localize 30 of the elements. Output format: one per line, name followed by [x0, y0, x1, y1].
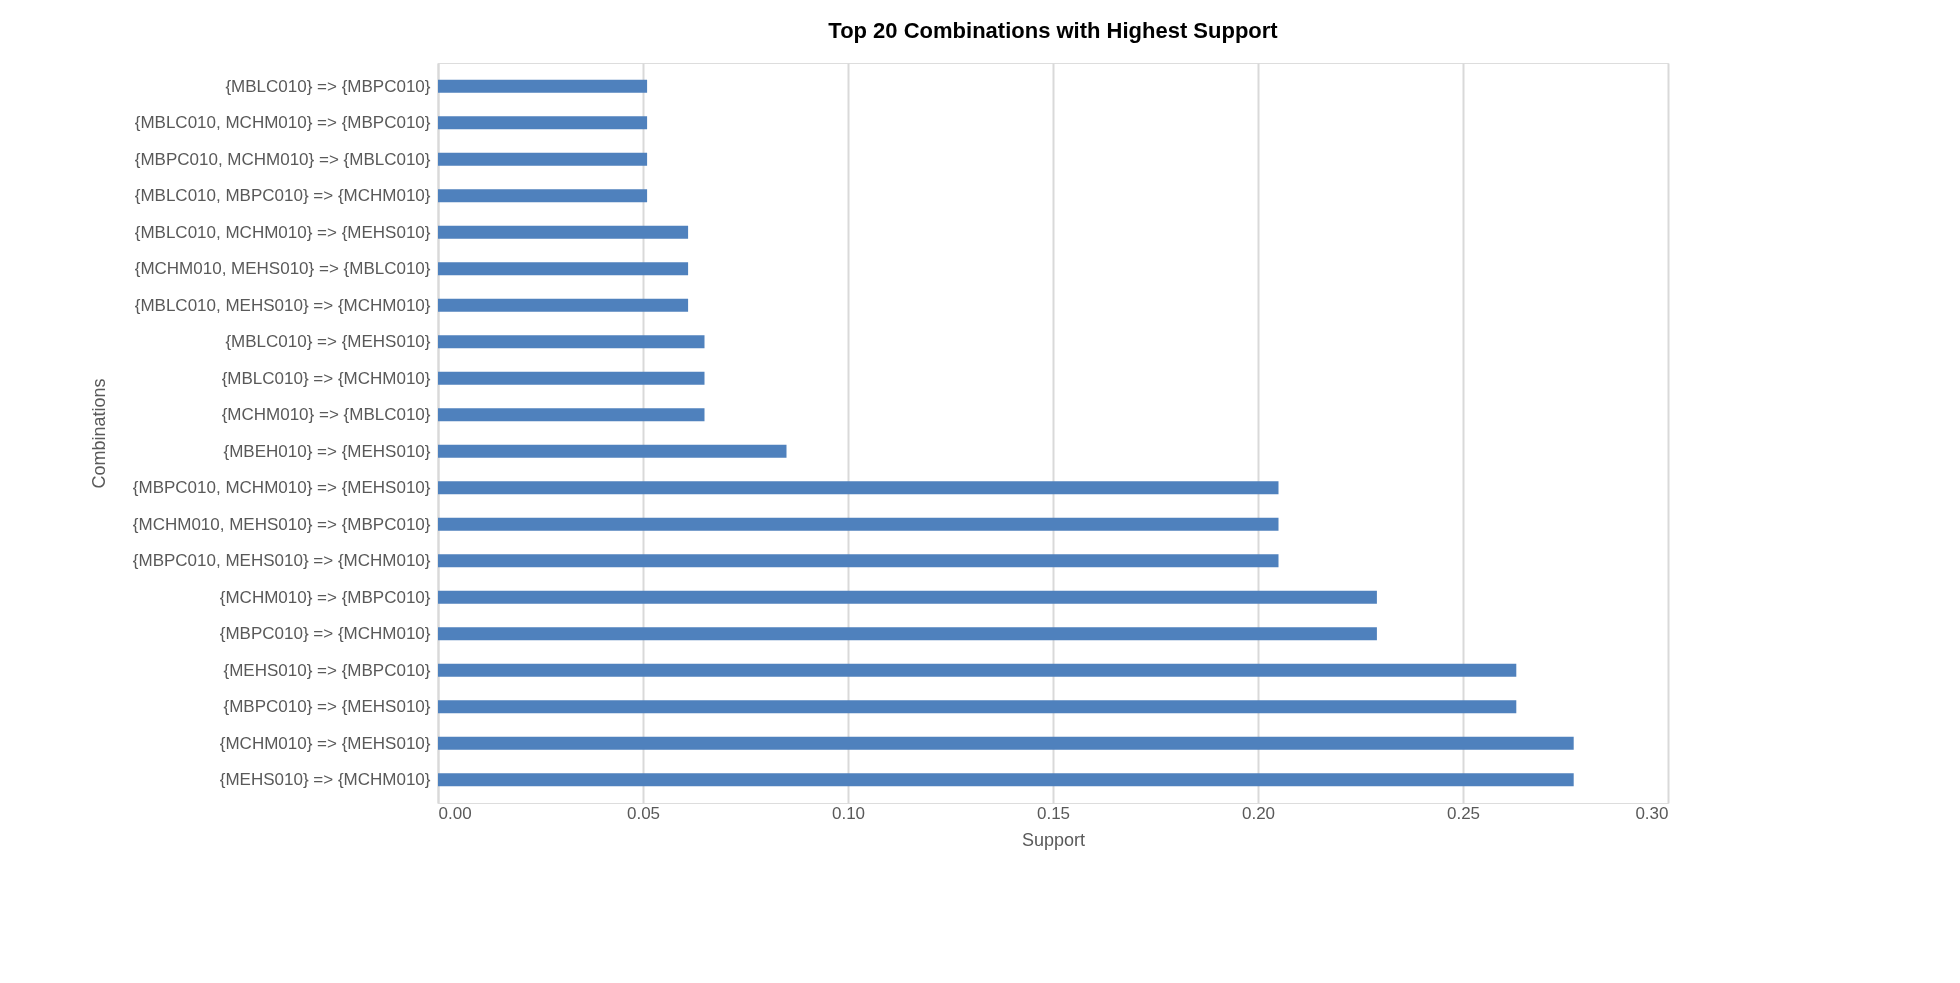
y-tick-label: {MBPC010} => {MEHS010} — [223, 697, 431, 717]
y-tick-label: {MBPC010, MCHM010} => {MEHS010} — [132, 478, 431, 498]
x-axis-title: Support — [1021, 829, 1086, 850]
x-tick-label: 0.25 — [1446, 803, 1481, 823]
y-tick-label: {MBPC010, MCHM010} => {MBLC010} — [134, 149, 431, 169]
x-tick-label: 0.30 — [1635, 803, 1669, 823]
y-tick-label: {MBPC010} => {MCHM010} — [219, 624, 431, 644]
y-tick-label: {MCHM010, MEHS010} => {MBLC010} — [134, 259, 431, 279]
x-tick-label: 0.05 — [626, 803, 661, 823]
y-tick-label: {MCHM010, MEHS010} => {MBPC010} — [132, 514, 431, 534]
x-tick-label: 0.00 — [438, 803, 472, 823]
y-tick-label: {MBLC010} => {MCHM010} — [221, 368, 431, 388]
y-tick-label: {MBLC010, MEHS010} => {MCHM010} — [134, 295, 431, 315]
y-tick-label: {MCHM010} => {MEHS010} — [219, 733, 431, 753]
y-tick-label: {MBLC010} => {MBPC010} — [225, 76, 431, 96]
y-tick-label: {MBLC010} => {MEHS010} — [225, 332, 431, 352]
y-tick-label: {MBPC010, MEHS010} => {MCHM010} — [132, 551, 431, 571]
y-tick-label: {MEHS010} => {MBPC010} — [223, 660, 431, 680]
y-tick-label: {MCHM010} => {MBLC010} — [221, 405, 431, 425]
x-tick-label: 0.20 — [1241, 803, 1276, 823]
chart-title: Top 20 Combinations with Highest Support — [828, 18, 1279, 43]
y-tick-label: {MEHS010} => {MCHM010} — [219, 770, 431, 790]
y-axis-title: Combinations — [88, 378, 109, 489]
y-tick-label: {MBLC010, MCHM010} => {MBPC010} — [134, 113, 431, 133]
x-tick-label: 0.10 — [831, 803, 866, 823]
y-tick-label: {MBLC010, MBPC010} => {MCHM010} — [134, 186, 431, 206]
y-tick-label: {MBEH010} => {MEHS010} — [223, 441, 431, 461]
x-tick-label: 0.15 — [1036, 803, 1071, 823]
y-tick-label: {MBLC010, MCHM010} => {MEHS010} — [134, 222, 431, 242]
y-tick-label: {MCHM010} => {MBPC010} — [219, 587, 431, 607]
